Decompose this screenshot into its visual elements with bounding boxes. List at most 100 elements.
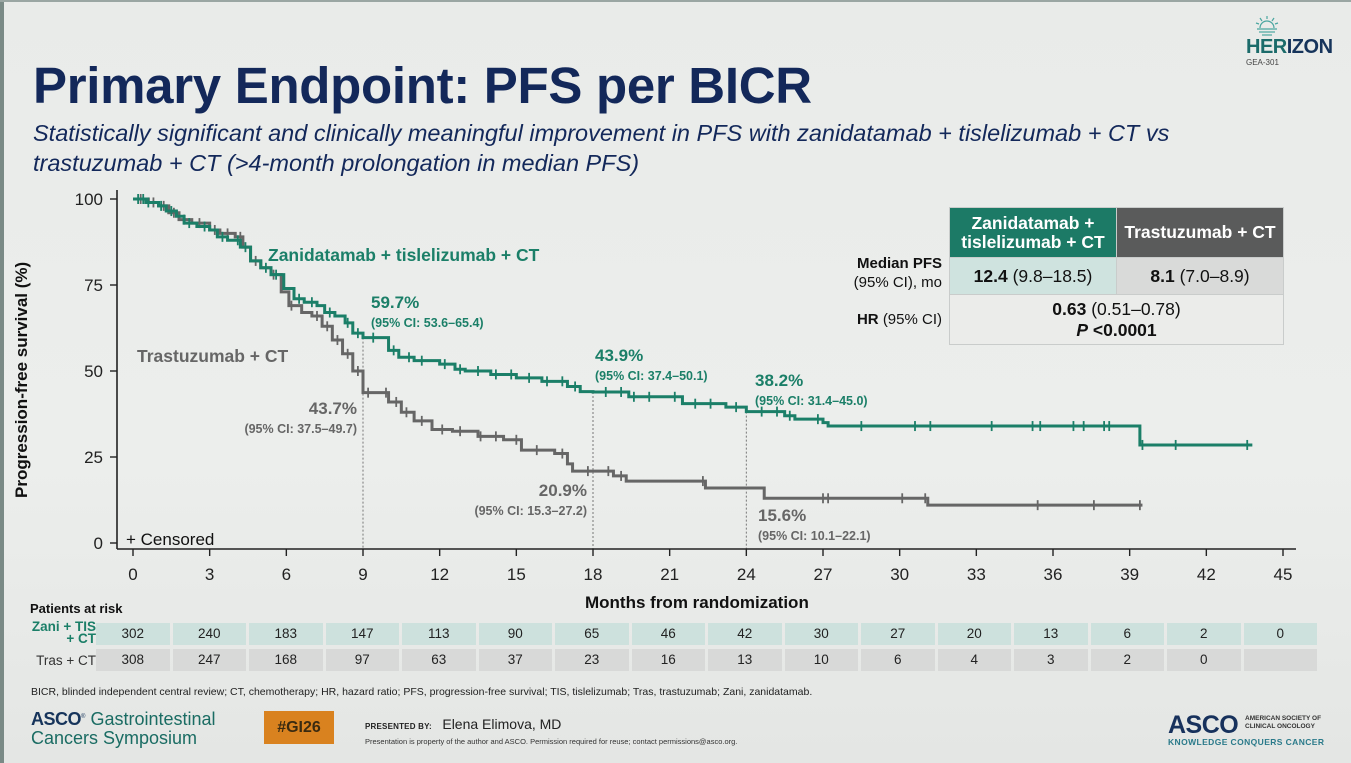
at-risk-cell: 42 xyxy=(708,623,782,645)
at-risk-cell: 37 xyxy=(478,649,552,671)
at-risk-cell: 3 xyxy=(1014,649,1088,671)
at-risk-cell: 13 xyxy=(1014,623,1088,645)
trial-id: GEA-301 xyxy=(1246,58,1279,67)
median-zani: 12.4 (9.8–18.5) xyxy=(949,257,1117,295)
at-risk-cell: 13 xyxy=(708,649,782,671)
median-tras: 8.1 (7.0–8.9) xyxy=(1116,257,1284,295)
herizon-wordmark: HERIZON xyxy=(1246,36,1333,58)
at-risk-label-tras: Tras + CT xyxy=(36,653,96,668)
x-tick-label: 24 xyxy=(737,565,756,584)
at-risk-cell: 0 xyxy=(1243,623,1317,645)
annotation-zani-18mo: 43.9% (95% CI: 37.4–50.1) xyxy=(595,346,708,383)
x-tick-label: 42 xyxy=(1197,565,1216,584)
at-risk-label-zani: Zani + TIS + CT xyxy=(31,619,96,646)
annotation-ci: (95% CI: 37.5–49.7) xyxy=(244,422,357,436)
x-tick-label: 12 xyxy=(430,565,449,584)
slide-subtitle: Statistically significant and clinically… xyxy=(33,120,1170,176)
x-tick-label: 27 xyxy=(814,565,833,584)
reference-lines xyxy=(362,337,747,549)
slide-title: Primary Endpoint: PFS per BICR xyxy=(33,57,812,114)
at-risk-cell: 308 xyxy=(96,649,170,671)
at-risk-cell: 147 xyxy=(325,623,399,645)
annotation-tras-24mo: 15.6% (95% CI: 10.1–22.1) xyxy=(758,506,871,543)
annotation-ci: (95% CI: 53.6–65.4) xyxy=(371,316,484,330)
annotation-value: 15.6% xyxy=(758,506,807,525)
annotation-tras-9mo: 43.7% (95% CI: 37.5–49.7) xyxy=(231,399,357,436)
x-tick-label: 33 xyxy=(967,565,986,584)
at-risk-cell: 97 xyxy=(325,649,399,671)
survival-curve xyxy=(133,197,1143,507)
at-risk-title: Patients at risk xyxy=(30,601,123,616)
herizon-logo: HERIZON GEA-301 xyxy=(1240,14,1340,70)
at-risk-cell: 46 xyxy=(631,623,705,645)
x-tick-label: 6 xyxy=(282,565,291,584)
x-tick-label: 36 xyxy=(1044,565,1063,584)
annotation-value: 38.2% xyxy=(755,371,804,390)
at-risk-cell: 4 xyxy=(937,649,1011,671)
x-tick-label: 15 xyxy=(507,565,526,584)
curve-label-tras: Trastuzumab + CT xyxy=(137,346,289,366)
annotation-value: 59.7% xyxy=(371,293,420,312)
x-tick-label: 30 xyxy=(890,565,909,584)
annotation-ci: (95% CI: 37.4–50.1) xyxy=(595,369,708,383)
at-risk-cell: 20 xyxy=(937,623,1011,645)
at-risk-cell: 90 xyxy=(478,623,552,645)
series-zanidatamab xyxy=(133,194,1253,450)
x-tick-label: 21 xyxy=(660,565,679,584)
x-tick-label: 18 xyxy=(584,565,603,584)
at-risk-cell: 16 xyxy=(631,649,705,671)
presented-by: PRESENTED BY: Elena Elimova, MD xyxy=(365,716,561,734)
hr-label: HR (95% CI) xyxy=(856,311,942,328)
at-risk-cell: 183 xyxy=(249,623,323,645)
presented-by-label: PRESENTED BY: xyxy=(365,722,432,731)
at-risk-cell: 6 xyxy=(1090,623,1164,645)
at-risk-cell: 65 xyxy=(555,623,629,645)
x-tick-label: 9 xyxy=(358,565,367,584)
annotation-zani-24mo: 38.2% (95% CI: 31.4–45.0) xyxy=(755,371,868,408)
annotation-value: 20.9% xyxy=(538,481,587,500)
slide-frame-left xyxy=(0,0,4,763)
x-tick-label: 45 xyxy=(1274,565,1293,584)
hashtag-badge: #GI26 xyxy=(264,711,334,744)
annotation-value: 43.7% xyxy=(308,399,357,418)
x-tick-label: 39 xyxy=(1120,565,1139,584)
median-pfs-label: Median PFS (95% CI), mo xyxy=(853,255,942,291)
summary-table: Zanidatamab + tislelizumab + CT Trastuzum… xyxy=(949,207,1284,345)
at-risk-cell: 240 xyxy=(172,623,246,645)
at-risk-cell: 302 xyxy=(96,623,170,645)
y-tick-label: 0 xyxy=(94,534,103,553)
annotation-zani-9mo: 59.7% (95% CI: 53.6–65.4) xyxy=(371,293,484,330)
y-axis-label: Progression-free survival (%) xyxy=(12,261,31,498)
annotation-tras-18mo: 20.9% (95% CI: 15.3–27.2) xyxy=(460,481,587,518)
at-risk-cell: 0 xyxy=(1167,649,1241,671)
at-risk-cell: 2 xyxy=(1090,649,1164,671)
censored-legend: + Censored xyxy=(126,530,215,549)
at-risk-cell xyxy=(1243,649,1317,671)
asco-logo: ASCO AMERICAN SOCIETY OF CLINICAL ONCOLOG… xyxy=(1168,711,1325,747)
at-risk-row-tras: 308 247 168 97 63 37 23 16 13 10 6 4 3 2 0 xyxy=(96,649,1317,671)
y-tick-label: 25 xyxy=(84,448,103,467)
at-risk-cell: 23 xyxy=(555,649,629,671)
asco-gi-logo: ASCO® Gastrointestinal Cancers Symposium xyxy=(31,709,216,748)
annotation-value: 43.9% xyxy=(595,346,644,365)
annotation-ci: (95% CI: 31.4–45.0) xyxy=(755,394,868,408)
slide-frame-top xyxy=(0,0,1351,2)
header-zani: Zanidatamab + tislelizumab + CT xyxy=(949,207,1117,258)
header-tras: Trastuzumab + CT xyxy=(1116,207,1284,258)
at-risk-cell: 2 xyxy=(1167,623,1241,645)
at-risk-cell: 6 xyxy=(861,649,935,671)
footnote: BICR, blinded independent central review… xyxy=(31,686,813,698)
survival-curve xyxy=(133,197,1253,447)
permission-note: Presentation is property of the author a… xyxy=(365,737,738,746)
at-risk-cell: 168 xyxy=(249,649,323,671)
annotation-ci: (95% CI: 15.3–27.2) xyxy=(474,504,587,518)
at-risk-cell: 30 xyxy=(784,623,858,645)
at-risk-cell: 113 xyxy=(402,623,476,645)
at-risk-row-zani: 302 240 183 147 113 90 65 46 42 30 27 20 13 6 2 0 xyxy=(96,623,1317,645)
y-tick-label: 75 xyxy=(84,276,103,295)
x-axis-label: Months from randomization xyxy=(585,593,809,612)
at-risk-cell: 10 xyxy=(784,649,858,671)
presenter-name: Elena Elimova, MD xyxy=(442,716,562,732)
